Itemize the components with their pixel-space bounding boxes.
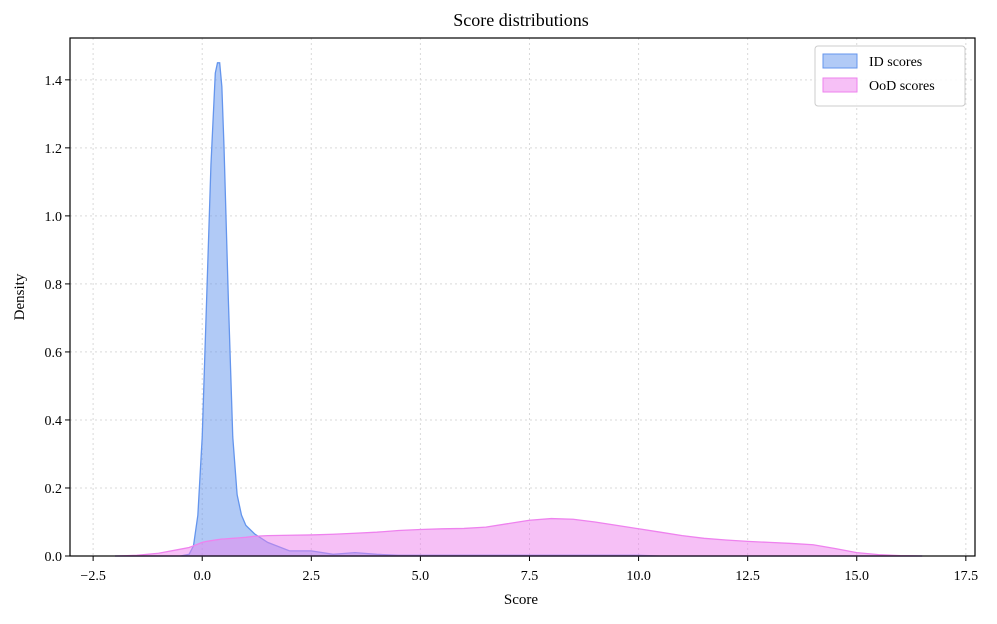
y-tick-label: 0.0 — [45, 550, 63, 565]
density-area — [114, 62, 923, 557]
x-axis-label: Score — [504, 592, 538, 608]
legend: ID scores OoD scores — [814, 45, 966, 107]
y-tick-label: 1.2 — [45, 142, 63, 157]
plot-frame — [69, 37, 976, 557]
y-tick-label: 0.6 — [45, 346, 63, 361]
x-tick-label: 0.0 — [193, 569, 211, 584]
y-tick-label: 0.8 — [45, 278, 63, 293]
y-tick-label: 0.4 — [45, 414, 63, 429]
x-tick-label: 5.0 — [412, 569, 430, 584]
legend-swatch — [822, 77, 858, 93]
x-tick-label: −2.5 — [80, 569, 105, 584]
y-axis-label: Density — [12, 273, 28, 320]
chart-title: Score distributions — [453, 10, 589, 30]
x-tick-label: 15.0 — [844, 569, 869, 584]
y-tick-label: 1.0 — [45, 210, 63, 225]
x-tick-label: 12.5 — [735, 569, 760, 584]
y-tick-label: 0.2 — [45, 482, 63, 497]
x-tick-label: 7.5 — [521, 569, 539, 584]
legend-label: ID scores — [869, 55, 922, 70]
x-tick-label: 10.0 — [626, 569, 651, 584]
x-tick-label: 17.5 — [954, 569, 979, 584]
x-tick-label: 2.5 — [303, 569, 321, 584]
density-area — [114, 517, 923, 557]
legend-swatch — [822, 53, 858, 69]
y-tick-label: 1.4 — [45, 74, 63, 89]
legend-label: OoD scores — [869, 79, 935, 94]
